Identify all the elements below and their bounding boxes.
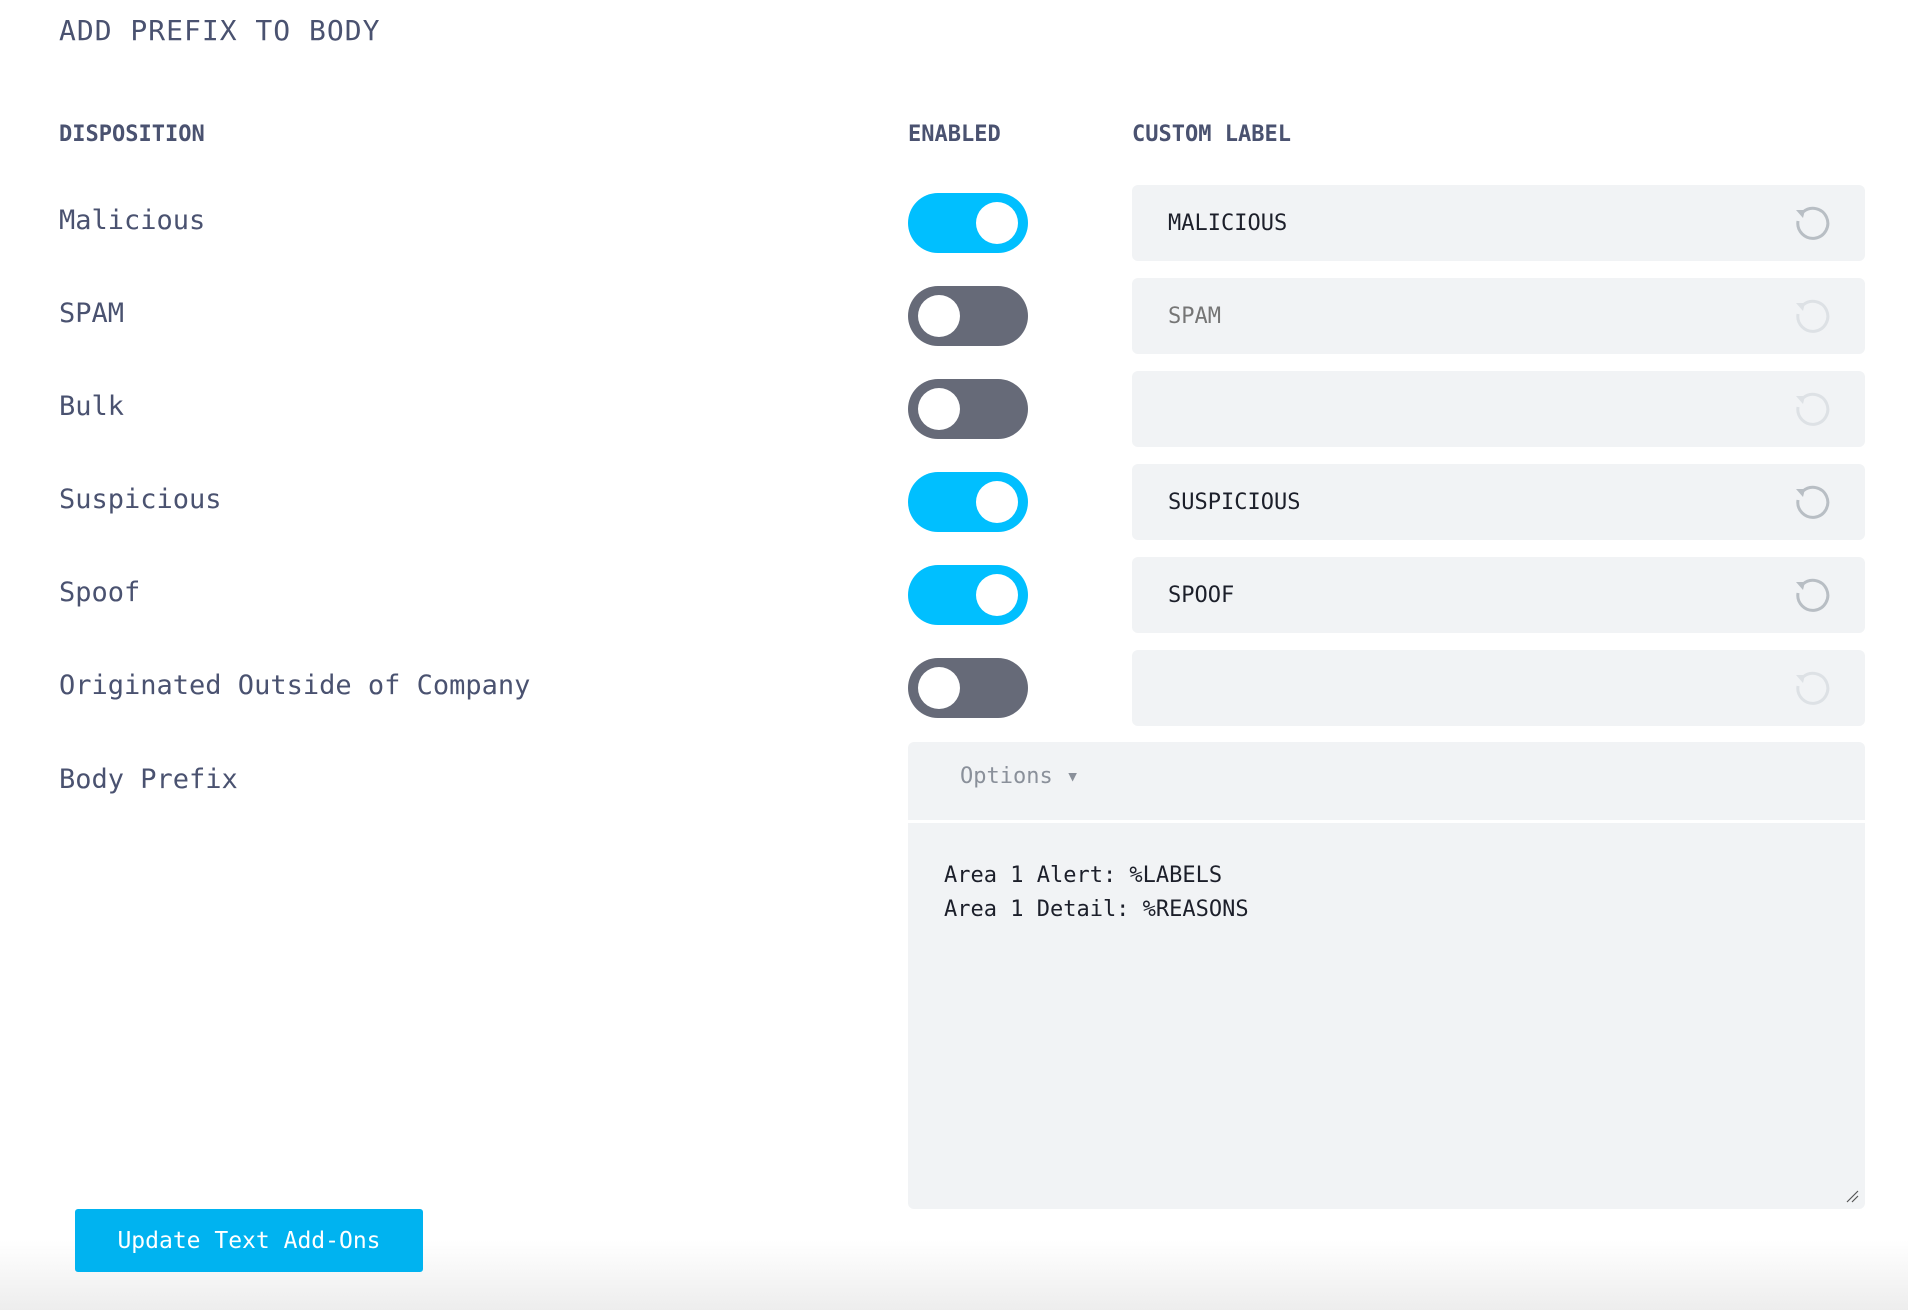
custom-label-field — [1132, 278, 1865, 354]
toggle-knob — [976, 574, 1018, 616]
enabled-toggle[interactable] — [908, 193, 1028, 253]
custom-label-field — [1132, 185, 1865, 261]
custom-label-input[interactable] — [1168, 278, 1768, 354]
enabled-toggle[interactable] — [908, 565, 1028, 625]
options-toolbar: Options ▾ — [908, 742, 1865, 820]
disposition-label: SPAM — [59, 298, 125, 329]
custom-label-input[interactable] — [1168, 557, 1768, 633]
toggle-knob — [918, 667, 960, 709]
disposition-label: Spoof — [59, 577, 141, 608]
body-prefix-textarea[interactable]: Area 1 Alert: %LABELS Area 1 Detail: %RE… — [944, 863, 1249, 922]
toggle-knob — [976, 481, 1018, 523]
enabled-toggle[interactable] — [908, 658, 1028, 718]
disposition-label: Malicious — [59, 205, 206, 236]
enabled-header: ENABLED — [908, 122, 1001, 147]
resize-handle-icon[interactable] — [1845, 1189, 1859, 1203]
update-text-addons-button[interactable]: Update Text Add-Ons — [75, 1209, 423, 1272]
reset-icon[interactable] — [1791, 668, 1831, 708]
toggle-knob — [918, 388, 960, 430]
disposition-label: Suspicious — [59, 484, 222, 515]
custom-label-field — [1132, 650, 1865, 726]
disposition-header: DISPOSITION — [59, 122, 205, 147]
options-dropdown[interactable]: Options ▾ — [960, 764, 1080, 789]
enabled-toggle[interactable] — [908, 286, 1028, 346]
disposition-label: Bulk — [59, 391, 125, 422]
toggle-knob — [918, 295, 960, 337]
custom-label-header: CUSTOM LABEL — [1132, 122, 1291, 147]
custom-label-field — [1132, 464, 1865, 540]
body-prefix-label: Body Prefix — [59, 764, 238, 795]
custom-label-input[interactable] — [1168, 650, 1768, 726]
reset-icon[interactable] — [1791, 575, 1831, 615]
custom-label-input[interactable] — [1168, 464, 1768, 540]
reset-icon[interactable] — [1791, 203, 1831, 243]
toggle-knob — [976, 202, 1018, 244]
custom-label-field — [1132, 557, 1865, 633]
section-title: ADD PREFIX TO BODY — [59, 14, 381, 47]
enabled-toggle[interactable] — [908, 379, 1028, 439]
custom-label-field — [1132, 371, 1865, 447]
custom-label-input[interactable] — [1168, 185, 1768, 261]
custom-label-input[interactable] — [1168, 371, 1768, 447]
enabled-toggle[interactable] — [908, 472, 1028, 532]
reset-icon[interactable] — [1791, 482, 1831, 522]
body-prefix-editor: Area 1 Alert: %LABELS Area 1 Detail: %RE… — [908, 823, 1865, 1209]
reset-icon[interactable] — [1791, 389, 1831, 429]
reset-icon[interactable] — [1791, 296, 1831, 336]
disposition-label: Originated Outside of Company — [59, 670, 531, 701]
